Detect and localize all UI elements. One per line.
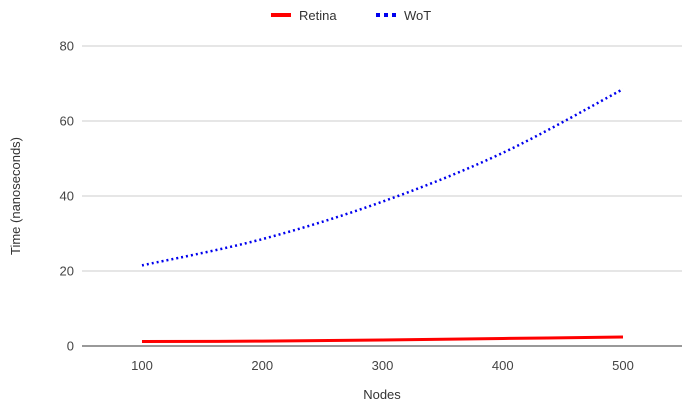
- y-tick-label: 80: [60, 39, 74, 54]
- x-tick-label: 200: [251, 358, 273, 373]
- y-tick-label: 0: [67, 339, 74, 354]
- legend: Retina WoT: [271, 8, 431, 23]
- x-axis-ticks: 100 200 300 400 500: [131, 358, 634, 373]
- y-tick-label: 20: [60, 264, 74, 279]
- x-tick-label: 300: [372, 358, 394, 373]
- x-tick-label: 100: [131, 358, 153, 373]
- series-line-wot: [141, 88, 624, 267]
- y-axis-title: Time (nanoseconds): [8, 137, 23, 255]
- gridlines: [82, 45, 682, 272]
- x-axis-title: Nodes: [363, 387, 401, 402]
- y-tick-label: 40: [60, 189, 74, 204]
- y-tick-label: 60: [60, 114, 74, 129]
- series-layer: [141, 88, 624, 343]
- legend-label-wot: WoT: [404, 8, 431, 23]
- x-tick-label: 400: [492, 358, 514, 373]
- series-line-retina: [141, 335, 624, 343]
- y-axis-ticks: 0 20 40 60 80: [60, 39, 74, 354]
- x-tick-label: 500: [612, 358, 634, 373]
- legend-label-retina: Retina: [299, 8, 337, 23]
